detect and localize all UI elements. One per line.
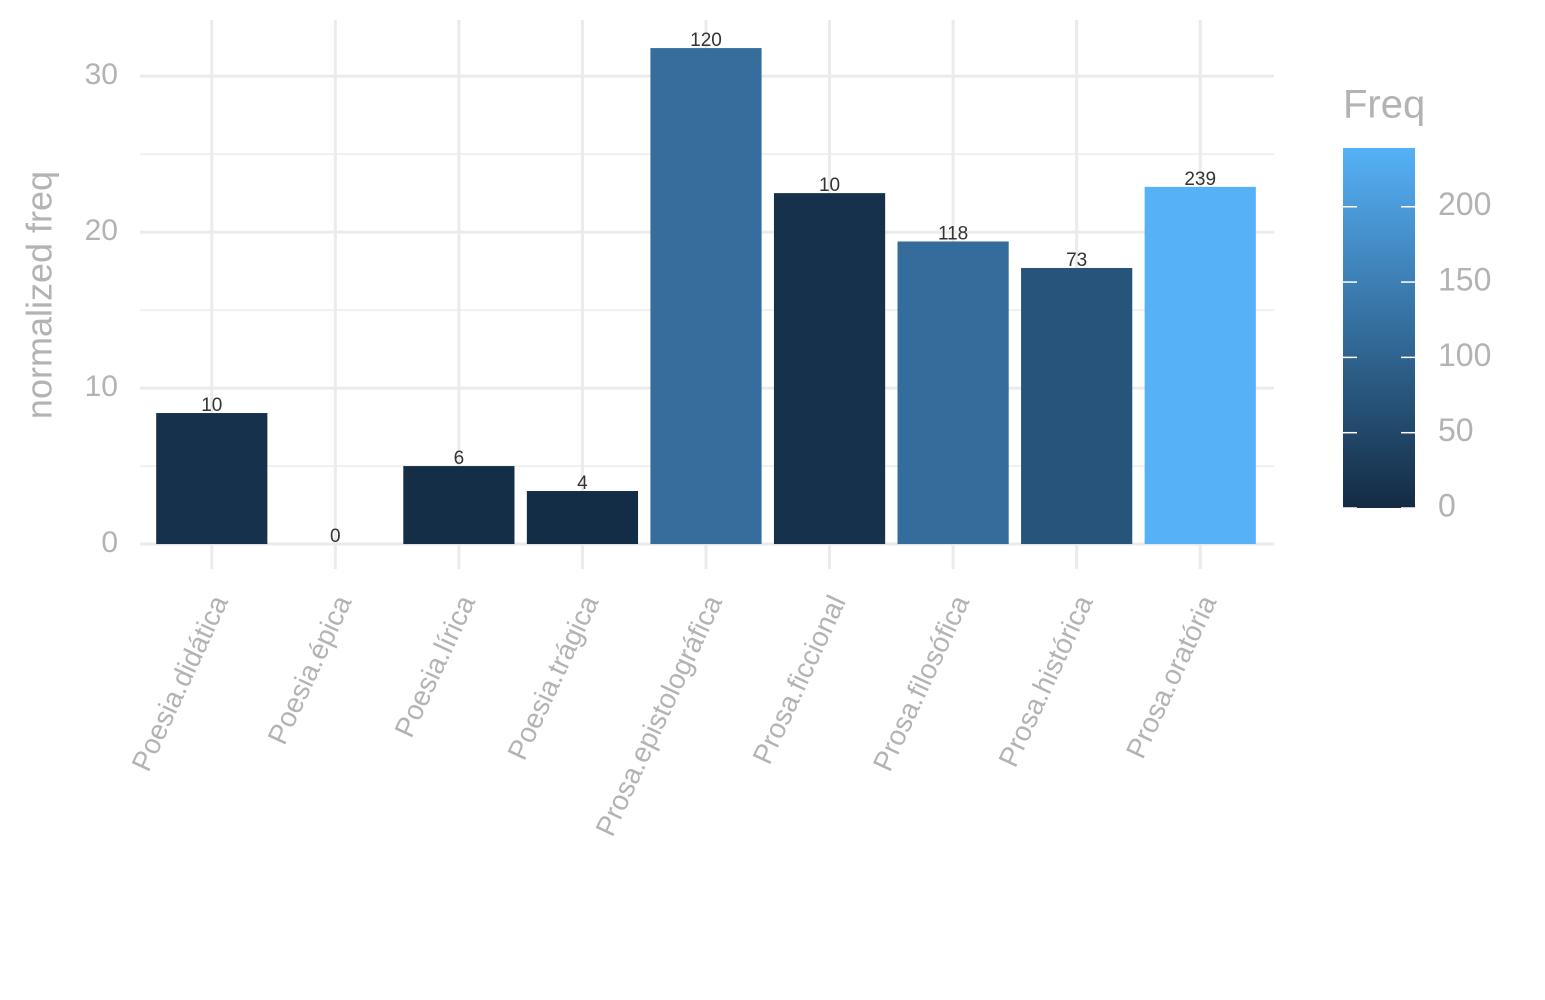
legend-tick-label: 150 <box>1438 262 1491 298</box>
x-tick-label: Poesia.trágica <box>501 590 604 764</box>
data-label: 239 <box>1184 169 1216 190</box>
bar <box>403 466 515 545</box>
y-tick-label: 0 <box>101 526 118 559</box>
y-axis-label: normalized freq <box>19 171 60 419</box>
data-label: 120 <box>690 30 722 51</box>
data-label: 0 <box>330 526 341 547</box>
bar <box>1021 267 1133 545</box>
x-tick-label: Prosa.oratória <box>1120 590 1223 763</box>
bar <box>526 491 639 545</box>
bar <box>897 241 1009 545</box>
data-label: 10 <box>201 395 222 416</box>
colorbar <box>1343 148 1415 508</box>
bar <box>773 193 886 545</box>
bar <box>1144 186 1256 545</box>
data-label: 6 <box>454 448 465 469</box>
legend-title: Freq <box>1343 83 1425 127</box>
legend-tick-label: 200 <box>1438 186 1491 222</box>
x-tick-label: Prosa.histórica <box>992 590 1099 771</box>
y-tick-label: 30 <box>85 58 118 91</box>
legend-tick-label: 50 <box>1438 412 1474 448</box>
data-label: 73 <box>1066 250 1087 271</box>
x-tick-label: Prosa.filosófica <box>867 590 976 776</box>
data-label: 10 <box>819 175 840 196</box>
data-label: 118 <box>938 223 968 244</box>
x-tick-label: Poesia.didática <box>126 590 235 776</box>
bar <box>156 413 268 545</box>
x-tick-label: Poesia.épica <box>262 590 358 749</box>
legend-tick-label: 100 <box>1438 337 1491 373</box>
y-tick-label: 10 <box>85 370 118 403</box>
data-label: 4 <box>577 473 588 494</box>
x-tick-label: Prosa.epistolográfica <box>590 590 729 840</box>
x-tick-label: Poesia.lírica <box>388 590 481 742</box>
y-tick-label: 20 <box>85 214 118 247</box>
bar <box>650 48 762 545</box>
legend-tick-label: 0 <box>1438 487 1456 523</box>
x-tick-label: Prosa.ficcional <box>747 591 852 769</box>
